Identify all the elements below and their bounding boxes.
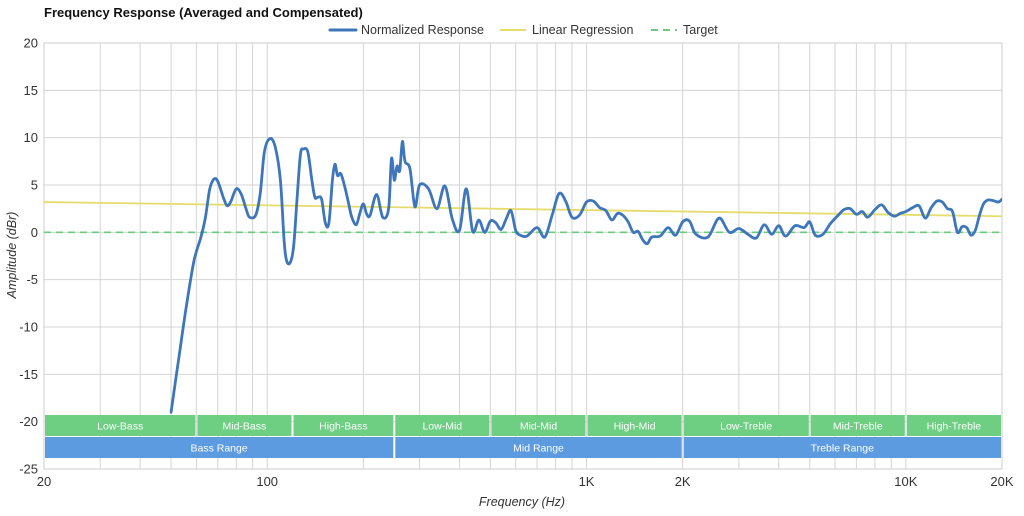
grid <box>43 42 1003 470</box>
band-label-bass-range: Bass Range <box>190 443 247 455</box>
band-label-mid-treble: Mid-Treble <box>833 421 883 433</box>
legend-item-regression[interactable]: Linear Regression <box>500 23 633 37</box>
y-tick-label: 15 <box>24 83 38 98</box>
y-tick-label: -5 <box>26 272 38 287</box>
plot-frame <box>43 42 1003 470</box>
legend-item-normalized[interactable]: Normalized Response <box>328 23 484 37</box>
chart-title: Frequency Response (Averaged and Compens… <box>44 5 363 20</box>
band-treble-range <box>683 437 1001 458</box>
x-tick-label: 2K <box>675 474 691 489</box>
band-mid-range <box>395 437 682 458</box>
legend-label-normalized: Normalized Response <box>361 23 484 37</box>
y-tick-label: 0 <box>31 225 38 240</box>
legend: Normalized Response Linear Regression Ta… <box>328 23 718 37</box>
band-label-mid-mid: Mid-Mid <box>520 421 557 433</box>
x-axis-ticks: 20 100 1K 2K 10K 20K <box>37 474 1014 489</box>
band-high-bass <box>293 415 394 436</box>
band-low-bass <box>45 415 196 436</box>
band-label-low-bass: Low-Bass <box>97 421 143 433</box>
band-label-high-mid: High-Mid <box>614 421 656 433</box>
x-tick-label: 1K <box>579 474 595 489</box>
band-label-mid-bass: Mid-Bass <box>223 421 267 433</box>
band-bass-range <box>45 437 394 458</box>
band-high-mid <box>587 415 682 436</box>
frequency-bands: Low-Bass Mid-Bass High-Bass Low-Mid Mid-Mid H… <box>45 415 1001 458</box>
band-low-treble <box>683 415 809 436</box>
band-label-low-treble: Low-Treble <box>720 421 772 433</box>
band-label-low-mid: Low-Mid <box>422 421 462 433</box>
band-label-mid-range: Mid Range <box>513 443 564 455</box>
x-tick-label: 10K <box>894 474 917 489</box>
x-axis-label: Frequency (Hz) <box>479 495 565 509</box>
series-linear-regression <box>43 201 1003 218</box>
legend-label-regression: Linear Regression <box>532 23 633 37</box>
band-high-treble <box>906 415 1001 436</box>
series-normalized-response <box>169 137 1002 414</box>
y-axis-label: Amplitude (dBr) <box>5 212 19 300</box>
band-label-high-treble: High-Treble <box>927 421 982 433</box>
legend-item-target[interactable]: Target <box>651 23 718 37</box>
band-mid-bass <box>197 415 292 436</box>
y-axis-ticks: -25 -20 -15 -10 -5 0 5 10 15 20 <box>19 36 38 477</box>
series-layer <box>43 137 1003 414</box>
x-tick-label: 20K <box>990 474 1013 489</box>
legend-label-target: Target <box>683 23 718 37</box>
x-tick-label: 100 <box>256 474 278 489</box>
y-tick-label: 20 <box>24 36 38 51</box>
band-label-high-bass: High-Bass <box>319 421 367 433</box>
y-tick-label: -10 <box>19 320 38 335</box>
y-tick-label: -20 <box>19 414 38 429</box>
y-tick-label: -15 <box>19 367 38 382</box>
y-tick-label: 10 <box>24 130 38 145</box>
band-low-mid <box>395 415 490 436</box>
y-tick-label: -25 <box>19 462 38 477</box>
band-label-treble-range: Treble Range <box>811 443 874 455</box>
x-tick-label: 20 <box>37 474 51 489</box>
band-mid-mid <box>491 415 586 436</box>
band-mid-treble <box>810 415 905 436</box>
y-tick-label: 5 <box>31 178 38 193</box>
